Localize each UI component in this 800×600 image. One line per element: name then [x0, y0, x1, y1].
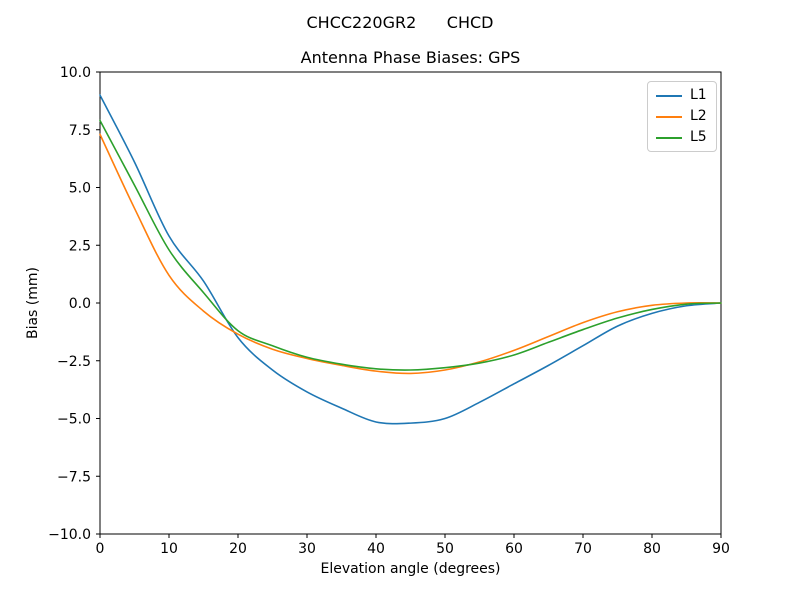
x-tick-label-60: 60 — [505, 541, 523, 557]
x-tick-label-70: 70 — [574, 541, 592, 557]
figure-suptitle: CHCC220GR2 CHCD — [306, 13, 494, 32]
y-tick-label-−10.0: −10.0 — [48, 527, 91, 543]
y-tick-label-−7.5: −7.5 — [57, 469, 91, 485]
legend-swatch-L1 — [656, 94, 682, 97]
legend-label-L2: L2 — [690, 108, 707, 124]
series-line-L5 — [99, 119, 722, 371]
y-tick-label-−5.0: −5.0 — [57, 412, 91, 428]
x-tick-label-0: 0 — [96, 541, 105, 557]
y-tick-label-5.0: 5.0 — [69, 181, 91, 197]
legend-label-L1: L1 — [690, 87, 707, 103]
y-tick-label-−2.5: −2.5 — [57, 354, 91, 370]
legend-swatch-L2 — [656, 115, 682, 118]
series-line-L1 — [99, 94, 722, 425]
axes-title: Antenna Phase Biases: GPS — [300, 48, 521, 67]
y-tick-label-0.0: 0.0 — [69, 296, 91, 312]
x-axis-label: Elevation angle (degrees) — [320, 561, 501, 577]
x-tick-label-50: 50 — [436, 541, 454, 557]
y-tick-label-7.5: 7.5 — [69, 123, 91, 139]
legend-swatch-L5 — [656, 136, 682, 139]
y-tick-label-10.0: 10.0 — [60, 65, 91, 81]
legend-item-L1: L1 — [656, 87, 707, 104]
series-line-L2 — [99, 133, 722, 375]
y-tick-label-2.5: 2.5 — [69, 238, 91, 254]
legend-item-L5: L5 — [656, 129, 707, 146]
legend-label-L5: L5 — [690, 129, 707, 145]
x-tick-label-80: 80 — [643, 541, 661, 557]
legend: L1 L2 L5 — [647, 81, 717, 152]
legend-item-L2: L2 — [656, 108, 707, 125]
y-axis-label: Bias (mm) — [25, 266, 41, 340]
x-tick-label-20: 20 — [229, 541, 247, 557]
x-tick-label-30: 30 — [298, 541, 316, 557]
x-tick-label-40: 40 — [367, 541, 385, 557]
x-tick-label-90: 90 — [712, 541, 730, 557]
x-tick-label-10: 10 — [160, 541, 178, 557]
